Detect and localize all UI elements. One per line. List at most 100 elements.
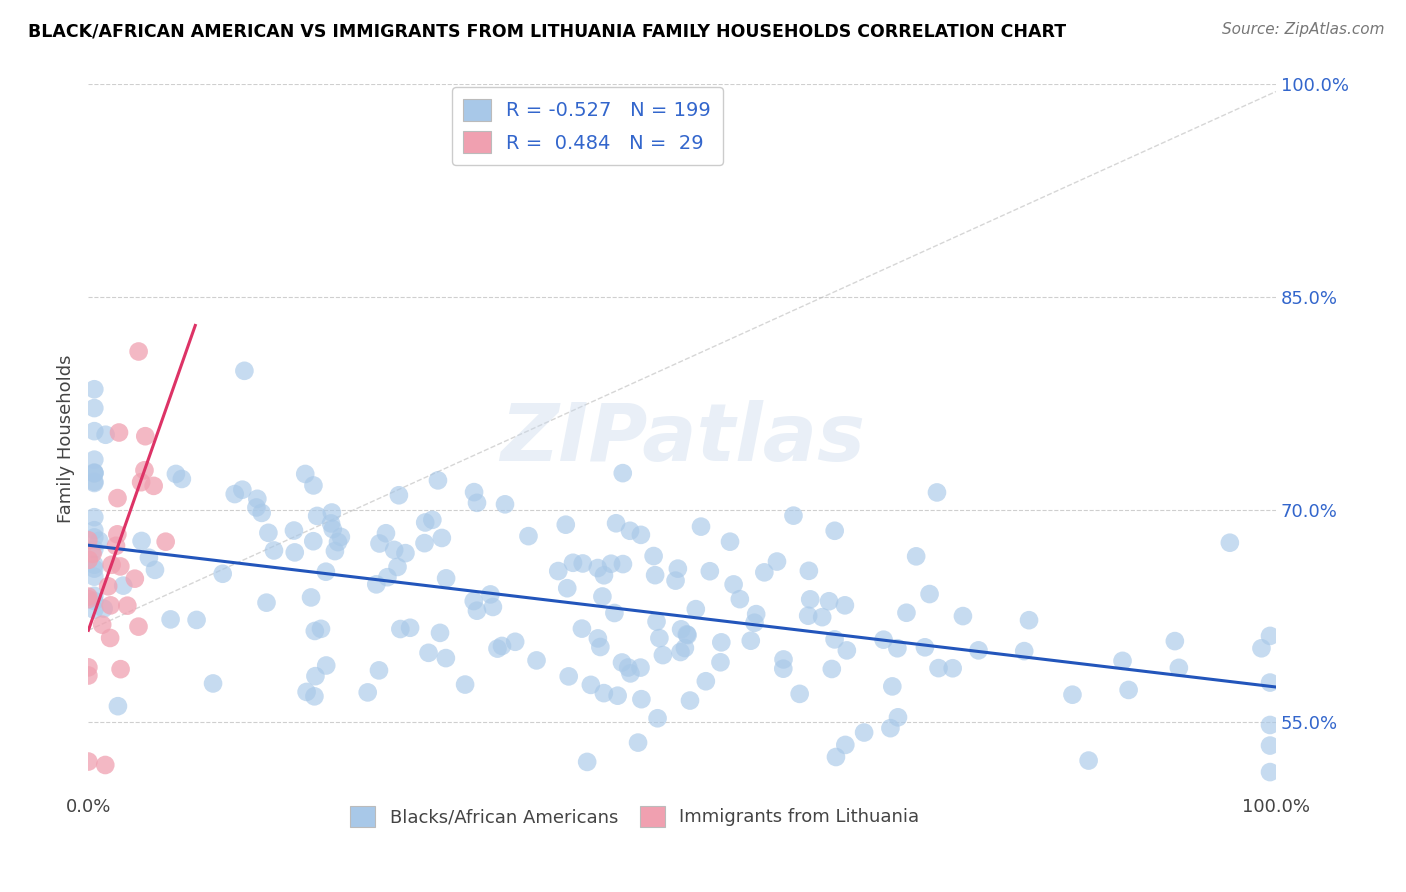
Point xyxy=(745,607,768,622)
Point xyxy=(83,542,105,557)
Point xyxy=(142,479,165,493)
Point xyxy=(797,608,820,623)
Point xyxy=(83,452,105,467)
Point xyxy=(159,612,181,626)
Point xyxy=(928,661,950,675)
Point xyxy=(366,577,388,591)
Point xyxy=(754,566,776,580)
Point xyxy=(517,529,540,543)
Point xyxy=(368,536,391,550)
Point xyxy=(1258,675,1281,690)
Point xyxy=(479,587,502,601)
Point xyxy=(710,635,733,649)
Point xyxy=(740,633,762,648)
Point xyxy=(825,750,848,764)
Point xyxy=(388,488,411,502)
Text: Source: ZipAtlas.com: Source: ZipAtlas.com xyxy=(1222,22,1385,37)
Point xyxy=(83,382,105,396)
Point xyxy=(673,640,696,655)
Point xyxy=(1219,535,1241,549)
Point xyxy=(685,602,707,616)
Point xyxy=(914,640,936,655)
Point xyxy=(304,690,326,704)
Point xyxy=(105,539,128,553)
Point xyxy=(1250,641,1272,656)
Point xyxy=(94,758,117,772)
Point xyxy=(77,533,100,548)
Point xyxy=(302,478,325,492)
Point xyxy=(434,571,457,585)
Point xyxy=(83,466,105,480)
Point xyxy=(302,534,325,549)
Point xyxy=(129,475,152,490)
Point xyxy=(284,545,307,559)
Point xyxy=(128,620,150,634)
Point xyxy=(434,651,457,665)
Point xyxy=(426,474,449,488)
Point xyxy=(782,508,804,523)
Point xyxy=(299,591,322,605)
Point xyxy=(231,483,253,497)
Point xyxy=(952,609,974,624)
Point xyxy=(304,669,326,683)
Point xyxy=(83,475,105,490)
Point xyxy=(413,536,436,550)
Point xyxy=(89,533,111,548)
Point xyxy=(83,401,105,415)
Point xyxy=(619,524,641,538)
Point xyxy=(797,564,820,578)
Point xyxy=(576,755,599,769)
Text: BLACK/AFRICAN AMERICAN VS IMMIGRANTS FROM LITHUANIA FAMILY HOUSEHOLDS CORRELATIO: BLACK/AFRICAN AMERICAN VS IMMIGRANTS FRO… xyxy=(28,22,1066,40)
Point xyxy=(1258,718,1281,732)
Point xyxy=(557,669,579,683)
Point xyxy=(131,533,153,548)
Point xyxy=(606,689,628,703)
Point xyxy=(619,666,641,681)
Point xyxy=(77,553,100,567)
Point xyxy=(250,506,273,520)
Point xyxy=(233,364,256,378)
Point xyxy=(824,632,846,647)
Point xyxy=(896,606,918,620)
Point xyxy=(77,660,100,674)
Y-axis label: Family Households: Family Households xyxy=(58,355,75,523)
Point xyxy=(97,579,120,593)
Point xyxy=(547,564,569,578)
Point xyxy=(627,736,650,750)
Point xyxy=(257,525,280,540)
Point xyxy=(834,738,856,752)
Point xyxy=(143,563,166,577)
Point xyxy=(744,615,766,630)
Point xyxy=(134,463,156,477)
Point xyxy=(98,631,121,645)
Point xyxy=(389,622,412,636)
Point xyxy=(603,606,626,620)
Point xyxy=(322,522,344,536)
Point xyxy=(377,570,399,584)
Point xyxy=(256,596,278,610)
Point xyxy=(124,572,146,586)
Point xyxy=(644,568,666,582)
Point xyxy=(465,496,488,510)
Point xyxy=(77,592,100,607)
Point xyxy=(387,560,409,574)
Point xyxy=(630,692,652,706)
Point xyxy=(835,643,858,657)
Point xyxy=(1077,754,1099,768)
Point xyxy=(918,587,941,601)
Point xyxy=(571,557,593,571)
Point xyxy=(422,513,444,527)
Point xyxy=(648,631,671,645)
Point xyxy=(83,561,105,575)
Point xyxy=(799,592,821,607)
Point xyxy=(669,623,692,637)
Point xyxy=(1164,634,1187,648)
Point xyxy=(107,491,129,505)
Point xyxy=(853,725,876,739)
Point xyxy=(679,693,702,707)
Point xyxy=(591,590,613,604)
Point xyxy=(605,516,627,531)
Point xyxy=(110,662,132,676)
Point xyxy=(165,467,187,481)
Point xyxy=(526,653,548,667)
